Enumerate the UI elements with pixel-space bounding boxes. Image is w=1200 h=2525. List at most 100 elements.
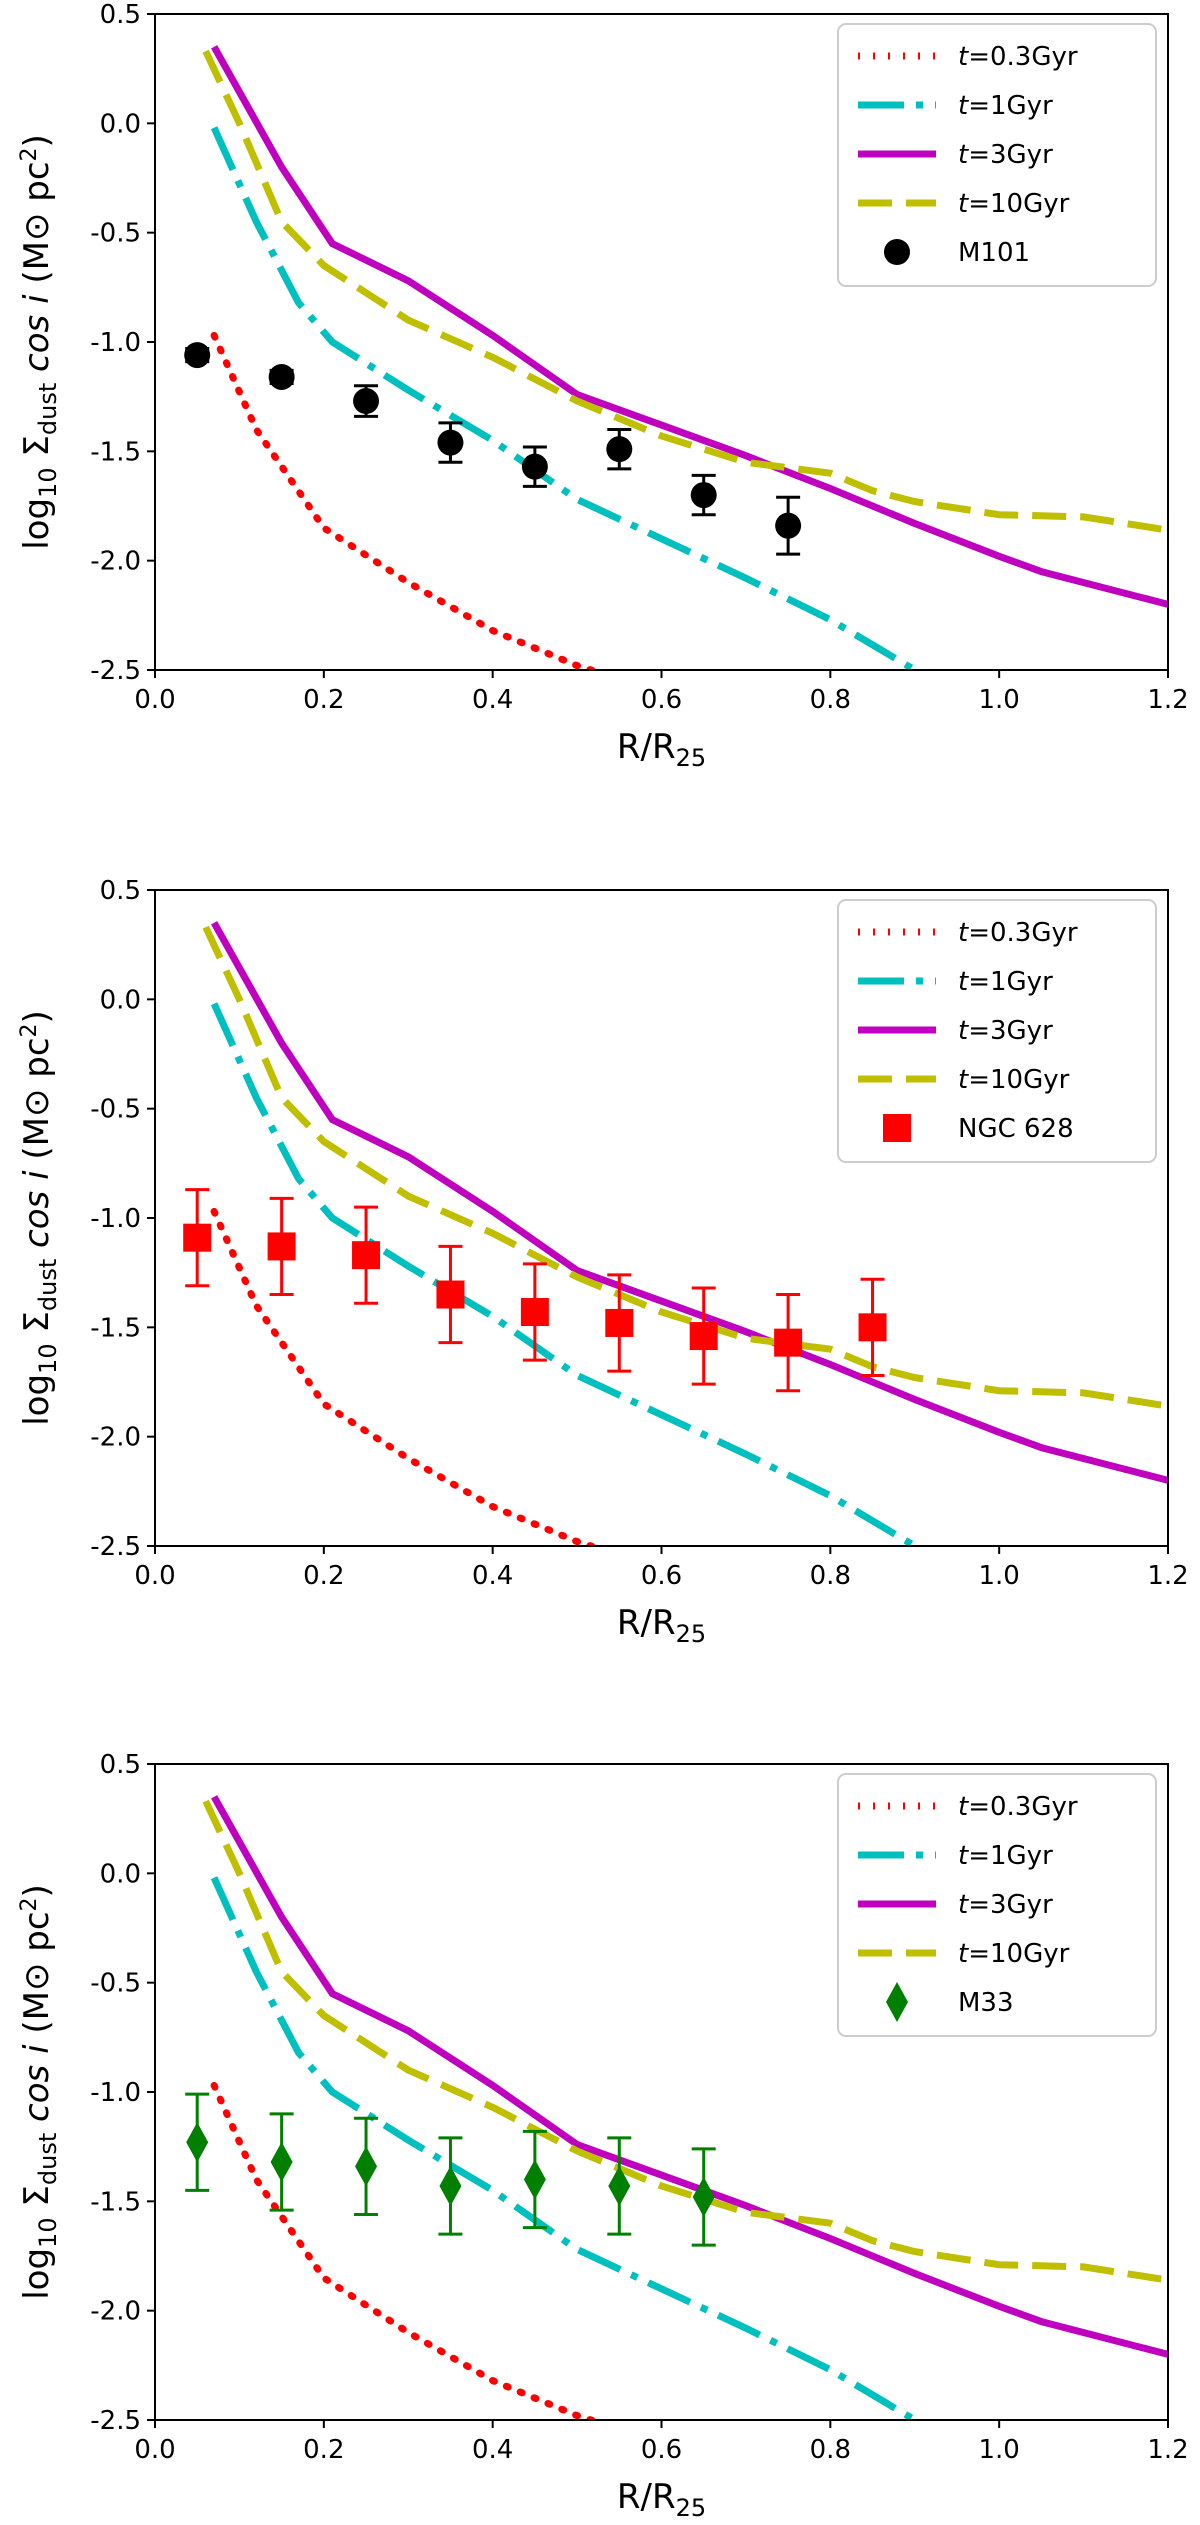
legend-label: t=0.3Gyr bbox=[958, 918, 1078, 948]
y-tick-label: -1.0 bbox=[90, 1204, 141, 1234]
legend-label: NGC 628 bbox=[958, 1114, 1074, 1144]
x-tick-label: 0.0 bbox=[134, 685, 175, 715]
y-tick-label: -2.5 bbox=[90, 2406, 141, 2436]
x-tick-label: 0.0 bbox=[134, 2435, 175, 2465]
y-tick-label: -0.5 bbox=[90, 1095, 141, 1125]
y-tick-label: -2.5 bbox=[90, 1532, 141, 1562]
legend-label: M33 bbox=[958, 1988, 1014, 2018]
x-tick-label: 0.0 bbox=[134, 1561, 175, 1591]
data-point-NGC 628 bbox=[183, 1223, 212, 1252]
y-tick-label: -1.0 bbox=[90, 328, 141, 358]
x-tick-label: 0.8 bbox=[810, 1561, 851, 1591]
y-axis-label: log10 Σdust cos i (M⊙ pc2) bbox=[17, 1010, 62, 1426]
data-point-M101 bbox=[606, 436, 633, 463]
y-tick-label: -1.5 bbox=[90, 437, 141, 467]
x-tick-label: 0.6 bbox=[641, 1561, 682, 1591]
data-point-NGC 628 bbox=[436, 1280, 465, 1309]
y-tick-label: -0.5 bbox=[90, 219, 141, 249]
y-tick-label: -1.5 bbox=[90, 2187, 141, 2217]
data-point-NGC 628 bbox=[520, 1298, 549, 1327]
data-point-NGC 628 bbox=[689, 1322, 718, 1351]
x-tick-label: 0.8 bbox=[810, 2435, 851, 2465]
legend-marker-NGC 628 bbox=[883, 1114, 911, 1142]
series-line-t=10Gyr bbox=[202, 925, 1168, 1410]
x-tick-label: 0.2 bbox=[303, 2435, 344, 2465]
data-point-NGC 628 bbox=[774, 1328, 803, 1357]
legend-label: t=0.3Gyr bbox=[958, 1792, 1078, 1822]
legend-marker-M33 bbox=[886, 1982, 908, 2022]
y-axis-label: log10 Σdust cos i (M⊙ pc2) bbox=[17, 134, 62, 550]
series-line-t=3Gyr bbox=[211, 45, 1168, 608]
y-tick-label: 0.5 bbox=[100, 0, 141, 30]
data-point-M33 bbox=[186, 2122, 209, 2163]
y-tick-label: 0.0 bbox=[100, 1859, 141, 1889]
legend: t=0.3Gyr t=1Gyr t=3Gyr t=10Gyr M33 bbox=[837, 1773, 1157, 2037]
data-point-M33 bbox=[439, 2166, 462, 2207]
legend-label: t=1Gyr bbox=[958, 91, 1053, 121]
x-tick-label: 1.0 bbox=[978, 1561, 1019, 1591]
series-line-t=0.3Gyr bbox=[210, 331, 603, 670]
x-tick-label: 0.2 bbox=[303, 1561, 344, 1591]
series-line-t=3Gyr bbox=[211, 1795, 1168, 2358]
chart-panel-2: 0.0 0.2 0.4 0.6 0.8 1.0 1.2 0.5 0.0 -0.5 -1.0 -1.5 -… bbox=[17, 876, 1189, 1648]
data-point-M101 bbox=[268, 363, 295, 390]
x-tick-label: 0.6 bbox=[641, 2435, 682, 2465]
legend-label: M101 bbox=[958, 238, 1030, 268]
chart-panel-1: 0.0 0.2 0.4 0.6 0.8 1.0 1.2 0.5 0.0 -0.5 -1.0 -1.5 -… bbox=[17, 0, 1189, 772]
x-tick-label: 1.2 bbox=[1147, 1561, 1188, 1591]
data-point-M101 bbox=[353, 388, 380, 415]
legend-label: t=3Gyr bbox=[958, 1890, 1053, 1920]
legend-label: t=3Gyr bbox=[958, 1016, 1053, 1046]
x-tick-label: 0.2 bbox=[303, 685, 344, 715]
y-tick-label: -2.5 bbox=[90, 656, 141, 686]
y-axis-label: log10 Σdust cos i (M⊙ pc2) bbox=[17, 1884, 62, 2300]
x-tick-label: 0.4 bbox=[472, 2435, 513, 2465]
y-tick-label: 0.5 bbox=[100, 1750, 141, 1780]
chart-panel-3: 0.0 0.2 0.4 0.6 0.8 1.0 1.2 0.5 0.0 -0.5 -1.0 -1.5 -… bbox=[17, 1750, 1189, 2522]
data-point-NGC 628 bbox=[858, 1313, 887, 1342]
x-tick-label: 0.4 bbox=[472, 1561, 513, 1591]
legend-label: t=3Gyr bbox=[958, 140, 1053, 170]
legend-label: t=10Gyr bbox=[958, 189, 1070, 219]
x-tick-label: 1.0 bbox=[978, 2435, 1019, 2465]
data-point-M33 bbox=[692, 2176, 715, 2217]
legend: t=0.3Gyr t=1Gyr t=3Gyr t=10Gyr M101 bbox=[837, 23, 1157, 287]
legend-label: t=10Gyr bbox=[958, 1065, 1070, 1095]
data-point-M101 bbox=[690, 482, 717, 509]
x-tick-label: 0.4 bbox=[472, 685, 513, 715]
data-point-M33 bbox=[523, 2159, 546, 2200]
y-tick-label: -1.0 bbox=[90, 2078, 141, 2108]
legend: t=0.3Gyr t=1Gyr t=3Gyr t=10Gyr NGC 628 bbox=[837, 899, 1157, 1163]
y-tick-label: 0.5 bbox=[100, 876, 141, 906]
y-tick-label: -0.5 bbox=[90, 1969, 141, 1999]
series-line-t=3Gyr bbox=[211, 921, 1168, 1484]
series-line-t=10Gyr bbox=[202, 1799, 1168, 2284]
data-point-M101 bbox=[521, 453, 548, 480]
y-tick-label: -2.0 bbox=[90, 1423, 141, 1453]
y-tick-label: -2.0 bbox=[90, 2297, 141, 2327]
x-tick-label: 0.8 bbox=[810, 685, 851, 715]
data-point-M33 bbox=[270, 2141, 293, 2182]
x-tick-label: 1.2 bbox=[1147, 2435, 1188, 2465]
x-tick-label: 1.0 bbox=[978, 685, 1019, 715]
data-point-NGC 628 bbox=[352, 1241, 381, 1270]
legend-label: t=0.3Gyr bbox=[958, 42, 1078, 72]
y-tick-label: 0.0 bbox=[100, 985, 141, 1015]
y-tick-label: -1.5 bbox=[90, 1313, 141, 1343]
x-tick-label: 1.2 bbox=[1147, 685, 1188, 715]
data-point-M101 bbox=[775, 512, 802, 539]
series-line-t=10Gyr bbox=[202, 49, 1168, 534]
data-point-M101 bbox=[437, 429, 464, 456]
y-tick-label: -2.0 bbox=[90, 547, 141, 577]
data-point-NGC 628 bbox=[267, 1232, 296, 1261]
legend-label: t=10Gyr bbox=[958, 1939, 1070, 1969]
data-point-M33 bbox=[355, 2146, 378, 2187]
y-tick-label: 0.0 bbox=[100, 109, 141, 139]
series-line-t=0.3Gyr bbox=[210, 1207, 603, 1546]
data-point-M101 bbox=[184, 342, 211, 369]
data-point-M33 bbox=[608, 2166, 631, 2207]
data-point-NGC 628 bbox=[605, 1308, 634, 1337]
series-line-t=0.3Gyr bbox=[210, 2081, 603, 2420]
legend-label: t=1Gyr bbox=[958, 967, 1053, 997]
